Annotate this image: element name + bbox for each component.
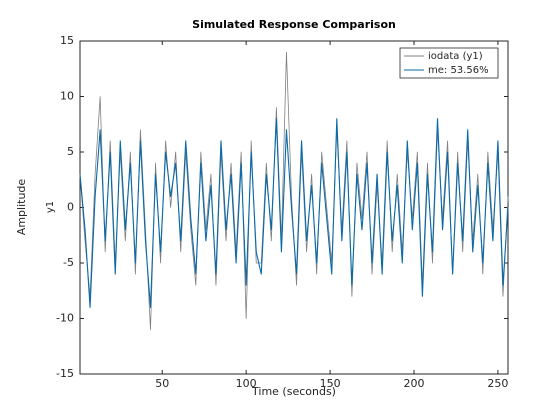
x-tick-label: 250 [487, 377, 508, 390]
y-axis-inner-label: y1 [45, 201, 56, 213]
chart-title: Simulated Response Comparison [192, 18, 396, 31]
x-tick-label: 150 [320, 377, 341, 390]
y-tick-label: -15 [56, 367, 74, 380]
y-tick-label: 5 [67, 145, 74, 158]
series-line [79, 118, 509, 308]
legend-label: iodata (y1) [428, 51, 483, 62]
x-axis-label: Time (seconds) [251, 385, 336, 398]
y-tick-label: -10 [56, 312, 74, 325]
plot-area [79, 40, 509, 375]
x-tick-label: 50 [155, 377, 169, 390]
y-tick-label: -5 [63, 256, 74, 269]
legend-label: me: 53.56% [428, 65, 489, 76]
y-tick-label: 15 [60, 34, 74, 47]
x-tick-label: 100 [236, 377, 257, 390]
y-tick-label: 0 [67, 201, 74, 214]
x-tick-label: 200 [404, 377, 425, 390]
y-tick-label: 10 [60, 90, 74, 103]
y-axis-label: Amplitude [15, 179, 28, 236]
legend-box [399, 47, 499, 79]
